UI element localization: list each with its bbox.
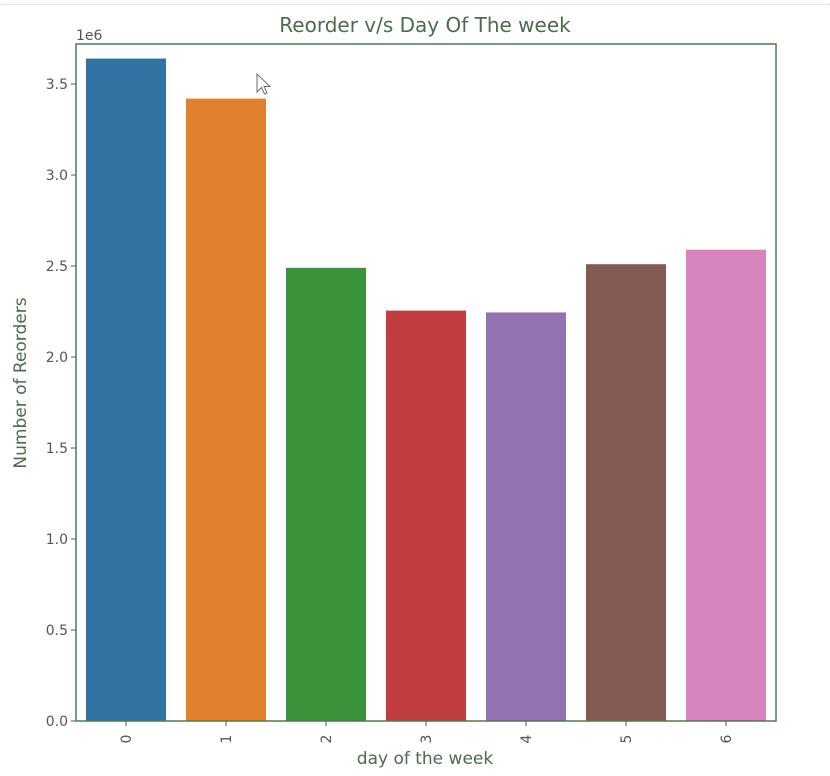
chart-title: Reorder v/s Day Of The week [279, 13, 571, 37]
top-dotted-divider [0, 4, 830, 5]
y-axis-title: Number of Reorders [11, 297, 31, 468]
x-tick-label: 3 [419, 735, 435, 744]
x-tick-label: 2 [319, 735, 335, 744]
x-axis-title: day of the week [357, 749, 494, 769]
bar-day-3 [386, 310, 466, 721]
y-tick-label: 3.0 [46, 168, 68, 184]
bar-day-2 [286, 267, 366, 721]
x-tick-label: 1 [219, 735, 235, 744]
plot-frame [75, 43, 777, 722]
bars-group [86, 58, 766, 722]
bar-day-5 [586, 264, 666, 721]
x-tick-label: 0 [119, 735, 135, 744]
y-ticks-group: 0.0 0.5 1.0 1.5 2.0 2.5 3.0 3.5 [46, 77, 76, 730]
y-tick-label: 1.5 [46, 441, 68, 457]
y-tick-label: 2.0 [46, 350, 68, 366]
x-tick-label: 6 [719, 734, 735, 743]
x-tick-label: 5 [619, 735, 635, 744]
y-tick-label: 3.5 [46, 77, 68, 93]
y-tick-label: 0.0 [46, 714, 68, 730]
y-tick-label: 0.5 [46, 623, 68, 639]
x-ticks-group: 0 1 2 3 4 5 6 [119, 721, 735, 743]
y-tick-label: 1.0 [46, 532, 68, 548]
bar-day-6 [686, 249, 766, 722]
mouse-cursor-icon [256, 72, 272, 95]
bar-day-1 [186, 98, 266, 721]
y-tick-label: 2.5 [46, 259, 68, 275]
y-axis-offset-label: 1e6 [76, 28, 103, 44]
bar-day-4 [486, 312, 566, 721]
bar-day-0 [86, 58, 166, 721]
x-tick-label: 4 [519, 734, 535, 743]
